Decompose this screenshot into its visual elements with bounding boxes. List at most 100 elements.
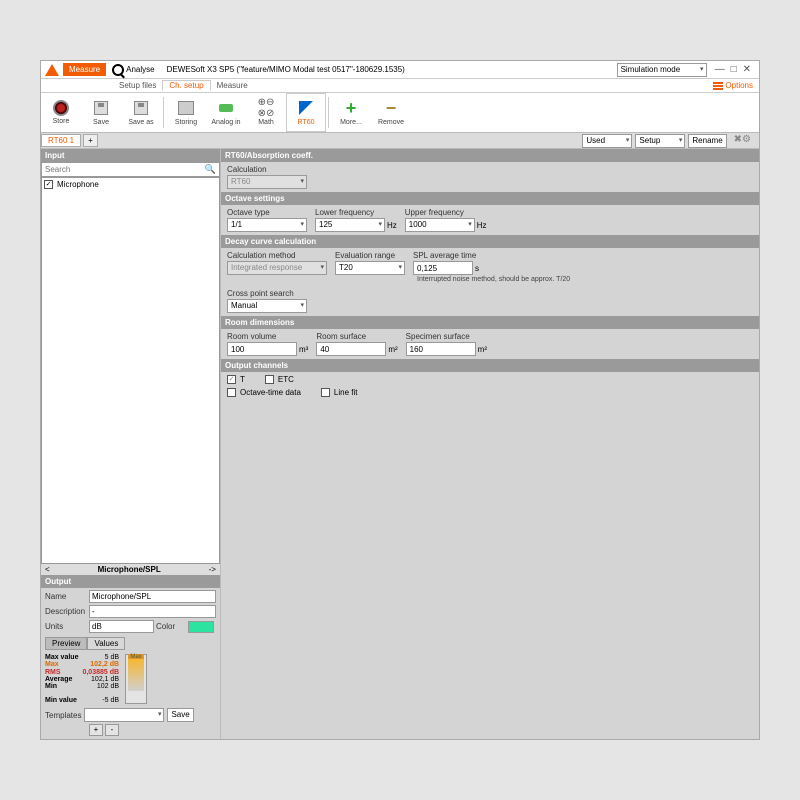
logo-icon xyxy=(45,64,59,76)
hz-unit: Hz xyxy=(387,221,397,230)
roomsurf-input[interactable] xyxy=(316,342,386,356)
calc-label: Calculation xyxy=(227,165,307,174)
save-template-button[interactable]: Save xyxy=(167,708,193,722)
specsurf-label: Specimen surface xyxy=(406,332,487,341)
subtab-setup-files[interactable]: Setup files xyxy=(113,81,162,90)
input-item-microphone[interactable]: ✓ Microphone xyxy=(44,180,217,189)
cb-t[interactable]: ✓T xyxy=(227,375,245,384)
stat-max-label: Max xyxy=(45,661,78,668)
gear-icon[interactable]: ✖⚙ xyxy=(730,134,755,148)
tab-measure[interactable]: Measure xyxy=(63,63,106,76)
cb-t-box[interactable]: ✓ xyxy=(227,375,236,384)
used-select[interactable]: Used xyxy=(582,134,632,148)
octave-type-label: Octave type xyxy=(227,208,307,217)
output-section-header: Output xyxy=(41,575,220,588)
maximize-button[interactable]: □ xyxy=(731,64,737,75)
module-tab-row: RT60 1 + Used Setup Rename ✖⚙ xyxy=(41,133,759,149)
window-buttons: — □ ✕ xyxy=(707,64,759,75)
analogin-button[interactable]: Analog in xyxy=(206,93,246,132)
storing-button[interactable]: Storing xyxy=(166,93,206,132)
cb-line[interactable]: Line fit xyxy=(321,388,358,397)
units-input[interactable] xyxy=(89,620,154,633)
remove-button[interactable]: −Remove xyxy=(371,93,411,132)
stat-max-val: 102,2 dB xyxy=(82,661,119,668)
math-button[interactable]: ⊕⊖⊗⊘Math xyxy=(246,93,286,132)
stat-avg-val: 102,1 dB xyxy=(82,676,119,683)
prev-button[interactable]: < xyxy=(45,565,50,574)
hamburger-icon xyxy=(713,82,723,90)
octave-type-select[interactable]: 1/1 xyxy=(227,218,307,232)
name-label: Name xyxy=(45,592,87,601)
stat-rms-label: RMS xyxy=(45,669,78,676)
preview-tab[interactable]: Preview xyxy=(45,637,87,650)
m3-unit: m³ xyxy=(299,345,308,354)
template-add-button[interactable]: + xyxy=(89,724,103,736)
add-tab-button[interactable]: + xyxy=(83,134,98,147)
options-button[interactable]: Options xyxy=(713,81,759,90)
evalrange-select[interactable]: T20 xyxy=(335,261,405,275)
name-input[interactable] xyxy=(89,590,216,603)
analog-icon xyxy=(219,104,233,112)
tab-analyse[interactable]: Analyse xyxy=(106,64,160,76)
color-swatch[interactable] xyxy=(188,621,214,633)
minimize-button[interactable]: — xyxy=(715,64,725,75)
calc-select[interactable]: RT60 xyxy=(227,175,307,189)
more-button[interactable]: +More... xyxy=(331,93,371,132)
stat-maxvalue-val: 5 dB xyxy=(82,654,119,661)
stat-minvalue-val: -5 dB xyxy=(82,697,119,704)
templates-select[interactable] xyxy=(84,708,164,722)
stat-minvalue-label: Min value xyxy=(45,697,78,704)
subtab-ch-setup[interactable]: Ch. setup xyxy=(162,80,210,91)
specsurf-input[interactable] xyxy=(406,342,476,356)
simulation-mode-select[interactable]: Simulation mode xyxy=(617,63,707,77)
calcmethod-select[interactable]: Integrated response xyxy=(227,261,327,275)
saveas-icon xyxy=(134,101,148,115)
templates-row: Templates Save xyxy=(41,706,220,724)
roomsurf-label: Room surface xyxy=(316,332,397,341)
input-list[interactable]: ✓ Microphone xyxy=(41,177,220,564)
preview-values-tabs: Preview Values xyxy=(41,635,220,652)
store-label: Store xyxy=(53,118,70,125)
save-icon xyxy=(94,101,108,115)
search-input[interactable] xyxy=(42,163,202,176)
splavg-note: Interrupted noise method, should be appr… xyxy=(413,276,570,283)
input-section-header: Input xyxy=(41,149,220,162)
rt60-label: RT60 xyxy=(298,119,315,126)
cb-etc-box[interactable] xyxy=(265,375,274,384)
stat-maxvalue-label: Max value xyxy=(45,654,78,661)
setup-select[interactable]: Setup xyxy=(635,134,685,148)
save-button[interactable]: Save xyxy=(81,93,121,132)
analogin-label: Analog in xyxy=(211,119,240,126)
s-unit: s xyxy=(475,264,479,273)
template-remove-button[interactable]: - xyxy=(105,724,119,736)
roomvol-input[interactable] xyxy=(227,342,297,356)
checkbox-icon[interactable]: ✓ xyxy=(44,180,53,189)
upper-freq-label: Upper frequency xyxy=(405,208,487,217)
subtab-measure[interactable]: Measure xyxy=(211,81,254,90)
cb-oct-box[interactable] xyxy=(227,388,236,397)
rt60-button[interactable]: RT60 xyxy=(286,93,326,132)
rt60-tab[interactable]: RT60 1 xyxy=(41,134,81,147)
splavg-input[interactable] xyxy=(413,261,473,275)
cb-oct[interactable]: Octave-time data xyxy=(227,388,301,397)
right-panel: RT60/Absorption coeff. Calculation RT60 … xyxy=(221,149,759,739)
store-button[interactable]: Store xyxy=(41,93,81,132)
rename-button[interactable]: Rename xyxy=(688,134,726,148)
cb-line-box[interactable] xyxy=(321,388,330,397)
room-header: Room dimensions xyxy=(221,316,759,329)
crosspoint-select[interactable]: Manual xyxy=(227,299,307,313)
cb-etc-label: ETC xyxy=(278,375,294,384)
magnifier-icon xyxy=(112,64,124,76)
search-icon[interactable]: 🔍 xyxy=(202,163,219,176)
upper-freq-select[interactable]: 1000 xyxy=(405,218,475,232)
cb-etc[interactable]: ETC xyxy=(265,375,294,384)
close-button[interactable]: ✕ xyxy=(743,64,751,75)
desc-input[interactable] xyxy=(89,605,216,618)
rt60-header: RT60/Absorption coeff. xyxy=(221,149,759,162)
toolbar: Store Save Save as Storing Analog in ⊕⊖⊗… xyxy=(41,93,759,133)
m2-unit: m² xyxy=(388,345,397,354)
saveas-button[interactable]: Save as xyxy=(121,93,161,132)
values-tab[interactable]: Values xyxy=(87,637,125,650)
next-button[interactable]: -> xyxy=(209,565,216,574)
lower-freq-select[interactable]: 125 xyxy=(315,218,385,232)
